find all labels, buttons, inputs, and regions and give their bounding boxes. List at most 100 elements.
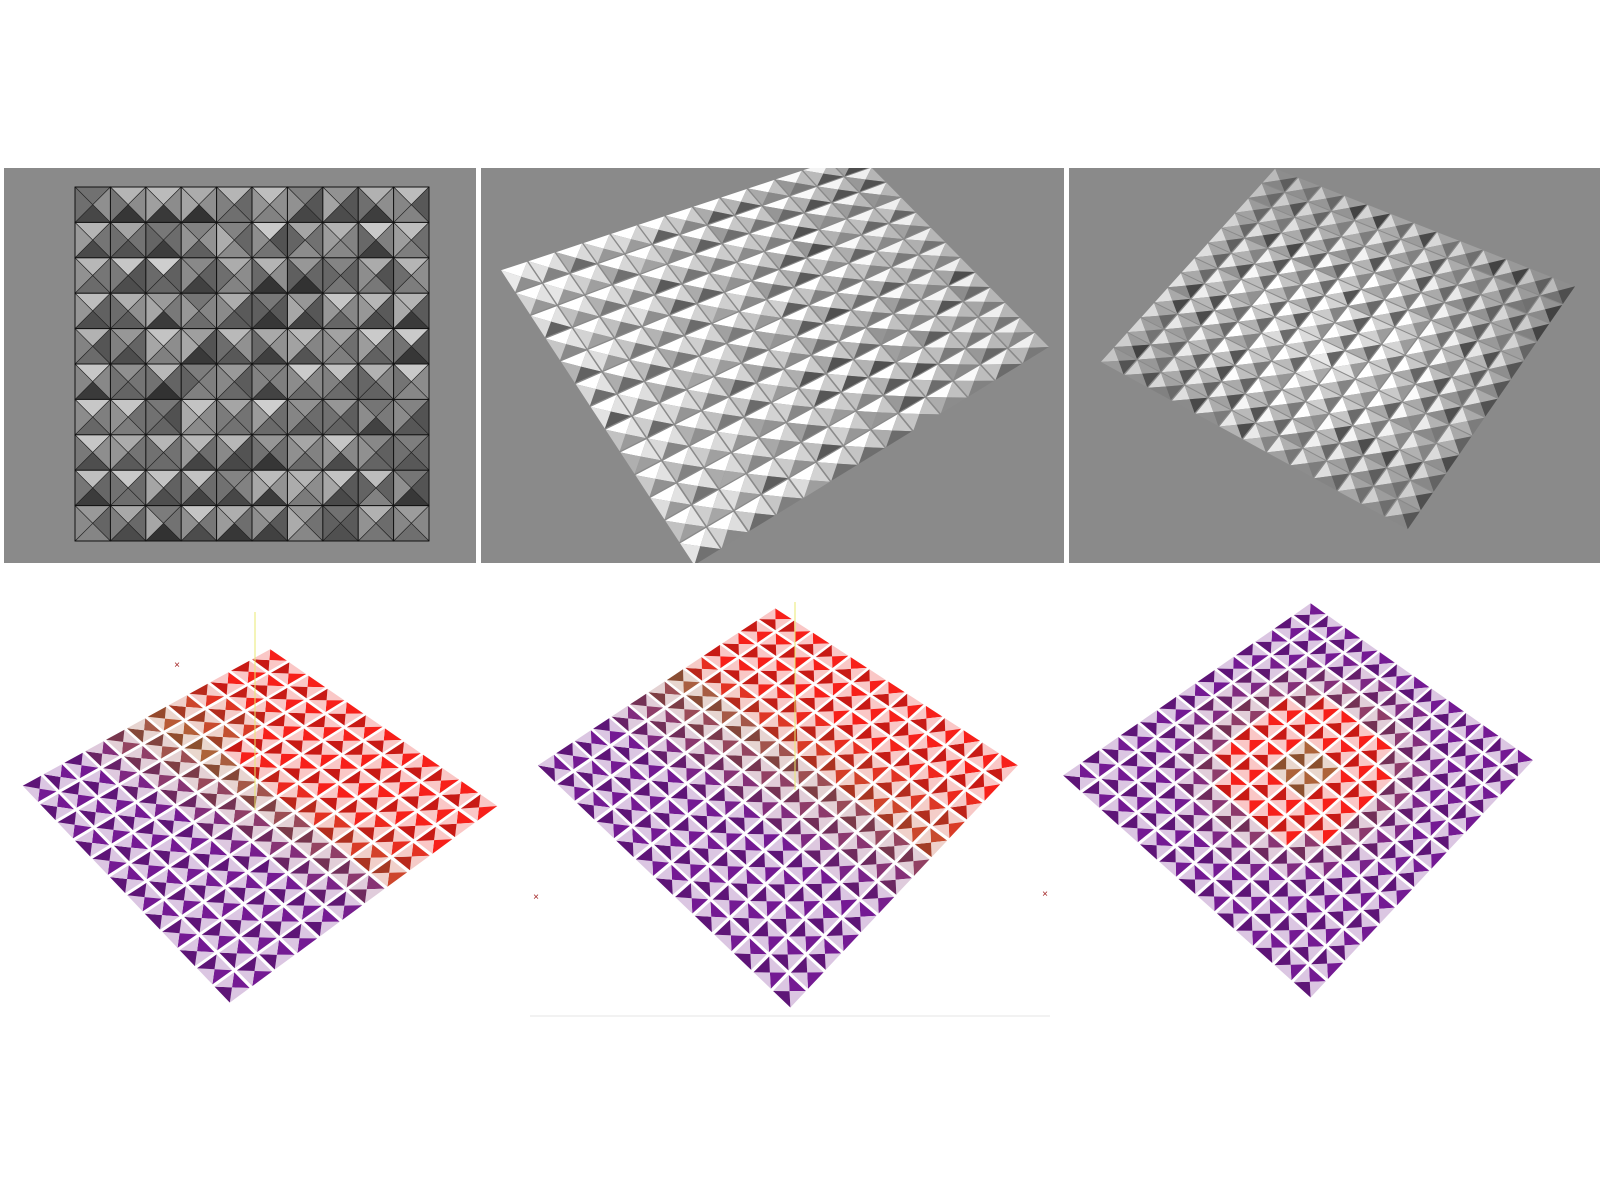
pyramid-face: [703, 273, 724, 293]
pyramid-face: [515, 276, 542, 292]
pyramid-face: [1413, 838, 1429, 855]
pyramid-face: [1225, 322, 1243, 338]
pyramid-face: [1292, 255, 1315, 269]
pyramid-face: [456, 810, 475, 824]
pyramid-face: [1315, 265, 1338, 279]
pyramid-face: [830, 293, 851, 310]
pyramid-face: [837, 446, 858, 465]
pyramid-face: [1185, 369, 1203, 385]
pyramid-face: [419, 796, 440, 811]
pyramid-face: [673, 862, 691, 879]
pyramid-face: [889, 720, 906, 735]
pyramid-face: [797, 740, 814, 755]
pyramid-face: [1248, 333, 1267, 350]
pyramid-face: [597, 248, 624, 263]
pyramid-face: [675, 897, 693, 914]
pyramid-face: [1398, 858, 1414, 874]
pyramid-face: [1194, 258, 1217, 271]
pyramid-face: [1269, 880, 1286, 895]
pyramid-face: [1327, 962, 1344, 979]
pyramid-face: [419, 809, 438, 824]
pyramid-face: [936, 316, 957, 332]
pyramid-face: [768, 936, 785, 953]
pyramid-face: [1235, 350, 1254, 366]
pyramid-face: [892, 799, 909, 814]
pyramid-face: [1345, 651, 1362, 664]
pyramid-face: [1249, 183, 1267, 198]
pyramid-face: [649, 709, 666, 723]
pyramid-face: [917, 348, 938, 364]
pyramid-face: [707, 769, 725, 784]
pyramid-face: [1273, 654, 1290, 667]
pyramid-face: [705, 324, 726, 344]
pyramid-face: [853, 669, 870, 683]
pyramid-face: [1274, 628, 1291, 640]
pyramid-face: [1339, 443, 1363, 459]
pyramid-face: [616, 828, 633, 843]
pyramid-face: [1428, 366, 1451, 381]
pyramid-face: [1412, 320, 1431, 337]
pyramid-face: [715, 376, 736, 396]
pyramid-face: [160, 789, 178, 804]
pyramid-face: [365, 728, 385, 741]
pyramid-face: [359, 797, 378, 811]
pyramid-face: [556, 742, 573, 756]
pyramid-face: [1255, 261, 1278, 274]
pyramid-face: [1195, 398, 1214, 414]
pyramid-face: [241, 739, 259, 753]
pyramid-face: [677, 482, 698, 504]
pyramid-face: [873, 722, 890, 735]
pyramid-face: [1196, 726, 1213, 740]
pyramid-face: [1345, 334, 1364, 351]
pyramid-face: [1372, 213, 1390, 230]
pyramid-face: [103, 757, 122, 771]
pyramid-face: [1414, 223, 1437, 236]
pyramid-face: [1174, 357, 1197, 371]
pyramid-face: [888, 692, 905, 707]
pyramid-face: [756, 366, 783, 382]
pyramid-face: [436, 808, 456, 824]
pyramid-face: [610, 760, 628, 775]
pyramid-face: [1156, 845, 1174, 860]
pyramid-face: [1193, 815, 1211, 829]
pyramid-face: [215, 794, 235, 807]
pyramid-face: [1467, 725, 1484, 741]
pyramid-face: [807, 408, 828, 427]
pyramid-face: [1465, 723, 1482, 739]
pyramid-face: [770, 337, 797, 353]
pyramid-face: [1501, 333, 1520, 351]
pyramid-face: [201, 921, 222, 936]
pyramid-face: [783, 869, 801, 885]
pyramid-face: [1483, 725, 1499, 739]
pyramid-face: [1374, 483, 1397, 498]
pyramid-face: [779, 773, 797, 787]
pyramid-face: [867, 327, 888, 344]
pyramid-face: [968, 380, 995, 397]
pyramid-face: [675, 424, 696, 446]
pyramid-face: [1398, 480, 1416, 499]
pyramid-face: [1196, 831, 1213, 846]
pyramid-face: [965, 771, 982, 788]
pyramid-face: [1212, 351, 1235, 365]
pyramid-face: [272, 844, 292, 858]
pyramid-face: [1368, 467, 1386, 486]
pyramid-face: [785, 903, 803, 919]
pyramid-face: [876, 799, 893, 815]
pyramid-face: [38, 788, 57, 802]
pyramid-face: [771, 385, 798, 402]
pyramid-face: [177, 933, 197, 948]
pyramid-face: [726, 772, 743, 787]
pyramid-face: [724, 725, 742, 740]
pyramid-face: [1465, 742, 1481, 756]
pyramid-face: [1272, 192, 1290, 208]
pyramid-face: [1363, 894, 1380, 910]
pyramid-face: [1441, 348, 1464, 363]
pyramid-face: [1471, 263, 1494, 276]
pyramid-face: [1245, 235, 1268, 248]
pyramid-face: [1212, 800, 1229, 814]
pyramid-face: [665, 505, 692, 524]
pyramid-face: [974, 365, 995, 381]
pyramid-face: [563, 274, 584, 295]
pyramid-face: [75, 829, 94, 843]
pyramid-face: [739, 296, 766, 311]
